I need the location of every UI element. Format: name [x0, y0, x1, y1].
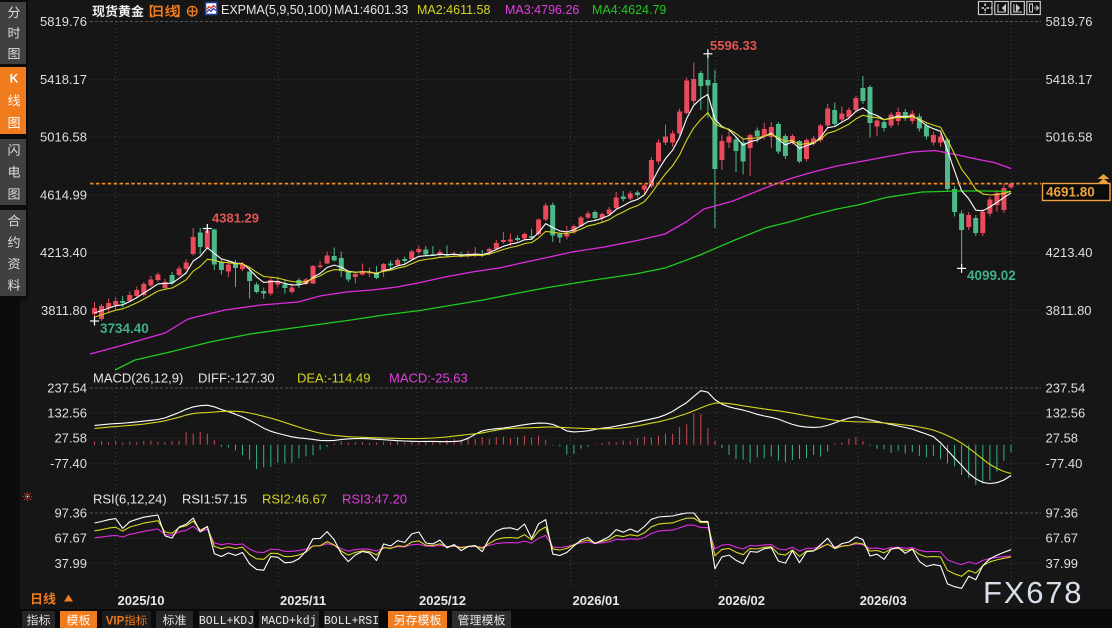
- svg-text:EXPMA(5,9,50,100): EXPMA(5,9,50,100): [221, 3, 332, 17]
- svg-text:RSI3:47.20: RSI3:47.20: [342, 492, 407, 507]
- svg-text:RSI(6,12,24): RSI(6,12,24): [93, 492, 167, 507]
- svg-text:4213.40: 4213.40: [40, 245, 87, 260]
- svg-text:27.58: 27.58: [1046, 431, 1079, 446]
- svg-text:4614.99: 4614.99: [40, 187, 87, 202]
- svg-text:FX678: FX678: [983, 575, 1083, 610]
- svg-text:MA1:4601.33: MA1:4601.33: [334, 3, 408, 17]
- svg-text:132.56: 132.56: [1046, 406, 1086, 421]
- svg-text:132.56: 132.56: [47, 406, 87, 421]
- svg-text:97.36: 97.36: [1046, 506, 1079, 521]
- svg-text:3734.40: 3734.40: [100, 321, 149, 336]
- svg-text:27.58: 27.58: [54, 431, 87, 446]
- svg-text:67.67: 67.67: [1046, 531, 1079, 546]
- svg-text:4381.29: 4381.29: [212, 211, 259, 226]
- svg-text:5596.33: 5596.33: [710, 38, 757, 53]
- svg-text:5016.58: 5016.58: [40, 130, 87, 145]
- svg-text:RSI2:46.67: RSI2:46.67: [262, 492, 327, 507]
- svg-text:5016.58: 5016.58: [1046, 130, 1093, 145]
- svg-text:I: I: [113, 616, 116, 628]
- svg-text:4099.02: 4099.02: [967, 268, 1016, 283]
- svg-text:2025/12: 2025/12: [419, 593, 466, 608]
- svg-text:2025/11: 2025/11: [280, 593, 326, 608]
- svg-text:3811.80: 3811.80: [41, 303, 87, 318]
- svg-text:237.54: 237.54: [47, 381, 87, 396]
- svg-text:MACD(26,12,9): MACD(26,12,9): [93, 371, 183, 386]
- svg-text:3811.80: 3811.80: [1046, 303, 1092, 318]
- svg-text:BOLL+KDJ: BOLL+KDJ: [199, 615, 254, 628]
- svg-text:4691.80: 4691.80: [1046, 184, 1095, 199]
- svg-text:K: K: [10, 71, 19, 85]
- svg-text:MACD+kdj: MACD+kdj: [261, 615, 316, 628]
- svg-text:37.99: 37.99: [1046, 556, 1079, 571]
- svg-text:-77.40: -77.40: [50, 456, 87, 471]
- svg-text:BOLL+RSI: BOLL+RSI: [324, 615, 379, 628]
- svg-text:RSI1:57.15: RSI1:57.15: [182, 492, 247, 507]
- svg-text:2026/02: 2026/02: [718, 593, 765, 608]
- svg-text:P: P: [117, 616, 125, 628]
- svg-text:4213.40: 4213.40: [1046, 245, 1093, 260]
- svg-text:37.99: 37.99: [54, 556, 87, 571]
- svg-text:5819.76: 5819.76: [1046, 14, 1093, 29]
- svg-text:237.54: 237.54: [1046, 381, 1086, 396]
- svg-text:DEA:-114.49: DEA:-114.49: [297, 371, 370, 386]
- svg-text:-77.40: -77.40: [1046, 456, 1083, 471]
- svg-text:2026/03: 2026/03: [860, 593, 907, 608]
- svg-text:5418.17: 5418.17: [1046, 72, 1093, 87]
- svg-text:DIFF:-127.30: DIFF:-127.30: [198, 371, 275, 386]
- svg-text:MA2:4611.58: MA2:4611.58: [417, 3, 490, 17]
- svg-text:V: V: [106, 616, 114, 628]
- svg-text:MA3:4796.26: MA3:4796.26: [505, 3, 579, 17]
- svg-text:MACD:-25.63: MACD:-25.63: [389, 371, 468, 386]
- svg-text:MA4:4624.79: MA4:4624.79: [592, 3, 666, 17]
- svg-text:2025/10: 2025/10: [118, 593, 165, 608]
- svg-text:2026/01: 2026/01: [573, 593, 620, 608]
- svg-text:5418.17: 5418.17: [40, 72, 87, 87]
- svg-text:67.67: 67.67: [54, 531, 87, 546]
- svg-text:97.36: 97.36: [54, 506, 87, 521]
- svg-text:5819.76: 5819.76: [40, 14, 87, 29]
